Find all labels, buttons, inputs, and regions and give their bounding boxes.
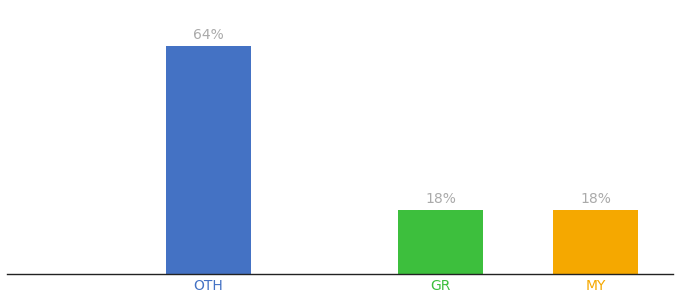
Text: 64%: 64% (193, 28, 224, 42)
Bar (166, 46, 251, 274)
Bar (553, 210, 639, 274)
Text: 18%: 18% (580, 192, 611, 206)
Bar (398, 210, 483, 274)
Text: 18%: 18% (425, 192, 456, 206)
